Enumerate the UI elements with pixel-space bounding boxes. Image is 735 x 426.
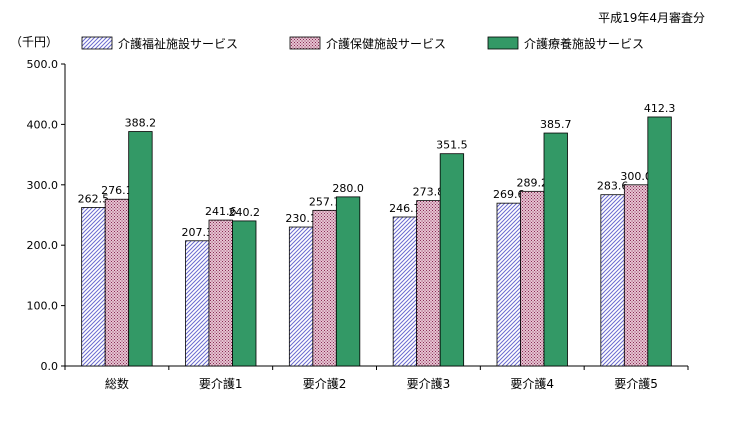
category-label: 要介護1 (199, 376, 243, 391)
data-label: 300.0 (620, 170, 652, 183)
data-label: 241.6 (205, 205, 237, 218)
bar-1-3 (288, 226, 314, 367)
bar-1-6 (600, 194, 625, 367)
legend-item-1: 介護福祉施設サービス (81, 36, 238, 51)
data-label: 230.1 (285, 212, 317, 225)
bar-3-2 (232, 220, 257, 367)
data-label: 388.2 (125, 117, 157, 130)
bar-1-1 (81, 207, 106, 367)
legend-item-3: 介護療養施設サービス (487, 36, 644, 51)
y-tick-label: 300.0 (27, 179, 59, 192)
period-note: 平成19年4月審査分 (598, 10, 705, 25)
bar-3-5 (543, 132, 568, 367)
data-label: 262.5 (78, 192, 110, 205)
bar-2-2 (208, 219, 233, 367)
data-label: 280.0 (332, 182, 364, 195)
bar-1-4 (392, 216, 418, 367)
legend-label: 介護療養施設サービス (524, 36, 644, 51)
category-label: 要介護2 (303, 376, 347, 391)
data-label: 289.2 (517, 176, 549, 189)
data-label: 283.6 (597, 180, 629, 193)
y-tick-label: 0.0 (41, 360, 59, 373)
legend-item-2: 介護保健施設サービス (289, 36, 446, 51)
bar-3-3 (335, 196, 361, 367)
data-label: 240.2 (229, 206, 261, 219)
bar-2-6 (623, 184, 649, 367)
y-tick-label: 500.0 (27, 58, 59, 71)
bar-1-2 (185, 240, 210, 367)
data-label: 269.6 (493, 188, 525, 201)
data-label: 412.3 (644, 102, 676, 115)
category-label: 総数 (105, 376, 129, 391)
category-label: 要介護5 (614, 376, 658, 391)
legend-label: 介護保健施設サービス (326, 36, 446, 51)
bar-3-1 (128, 131, 153, 367)
data-label: 273.8 (413, 186, 445, 199)
category-label: 要介護4 (510, 376, 554, 391)
legend: 介護福祉施設サービス 介護保健施設サービス 介護療養施設サービス (81, 36, 644, 51)
bar-2-1 (104, 198, 130, 367)
y-tick-label: 100.0 (27, 300, 59, 313)
bar-2-5 (520, 190, 545, 367)
data-label: 207.3 (182, 226, 214, 239)
legend-label: 介護福祉施設サービス (118, 36, 238, 51)
bar-1-5 (496, 202, 521, 367)
data-label: 276.1 (101, 184, 133, 197)
legend-swatch (487, 36, 519, 50)
category-label: 要介護3 (407, 376, 451, 391)
bar-2-4 (416, 200, 441, 367)
bar-3-4 (439, 153, 465, 367)
data-label: 385.7 (540, 118, 572, 131)
data-label: 246.7 (389, 202, 421, 215)
y-unit-label: （千円） (10, 35, 58, 49)
y-tick-label: 400.0 (27, 118, 59, 131)
legend-swatch (289, 36, 321, 50)
y-tick-label: 200.0 (27, 239, 59, 252)
data-label: 257.7 (309, 195, 341, 208)
bar-3-6 (647, 116, 672, 367)
data-label: 351.5 (436, 139, 468, 152)
legend-swatch (81, 36, 113, 50)
bar-2-3 (312, 209, 337, 367)
